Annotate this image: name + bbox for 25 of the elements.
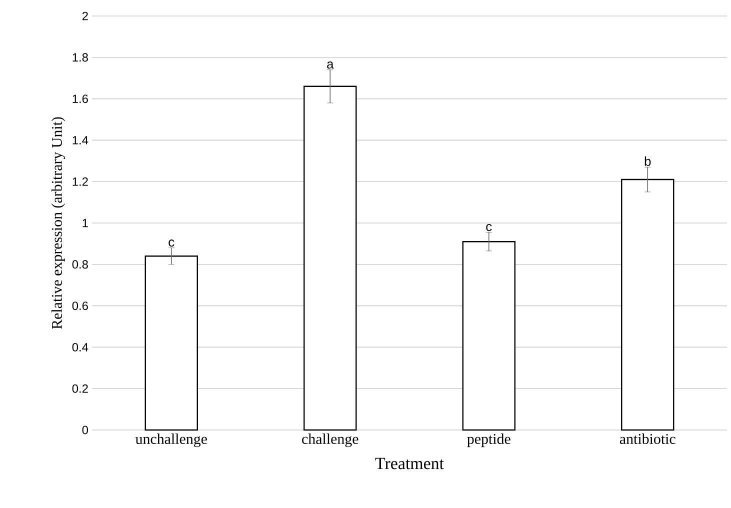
annotation: c [486,224,492,232]
y-tick-label: 0.4 [72,342,88,352]
y-axis-title: Relative expression (arbitrary Unit) [51,117,66,329]
annotation: c [168,240,174,247]
x-tick-label: peptide [467,434,510,448]
bar [621,178,674,431]
x-tick-label: challenge [302,434,358,448]
y-tick-label: 1.6 [72,94,88,104]
y-tick-label: 0 [82,426,88,434]
y-tick-label: 1 [82,218,88,228]
annotation: b [644,156,651,166]
x-axis-title: Treatment [375,458,444,470]
y-tick-label: 1.8 [72,53,88,62]
bar [144,256,198,431]
bar [462,241,516,431]
y-tick-label: 0.8 [72,260,88,269]
x-tick-label: unchallenge [135,434,207,448]
annotation: a [327,62,334,69]
y-tick-label: 1.4 [72,136,88,144]
y-tick-label: 0.6 [72,302,88,310]
y-tick-label: 1.2 [72,177,88,186]
x-tick-label: antibiotic [620,434,676,444]
y-tick-label: 0.2 [72,384,88,393]
bar [304,86,357,431]
y-tick-label: 2 [82,12,88,20]
